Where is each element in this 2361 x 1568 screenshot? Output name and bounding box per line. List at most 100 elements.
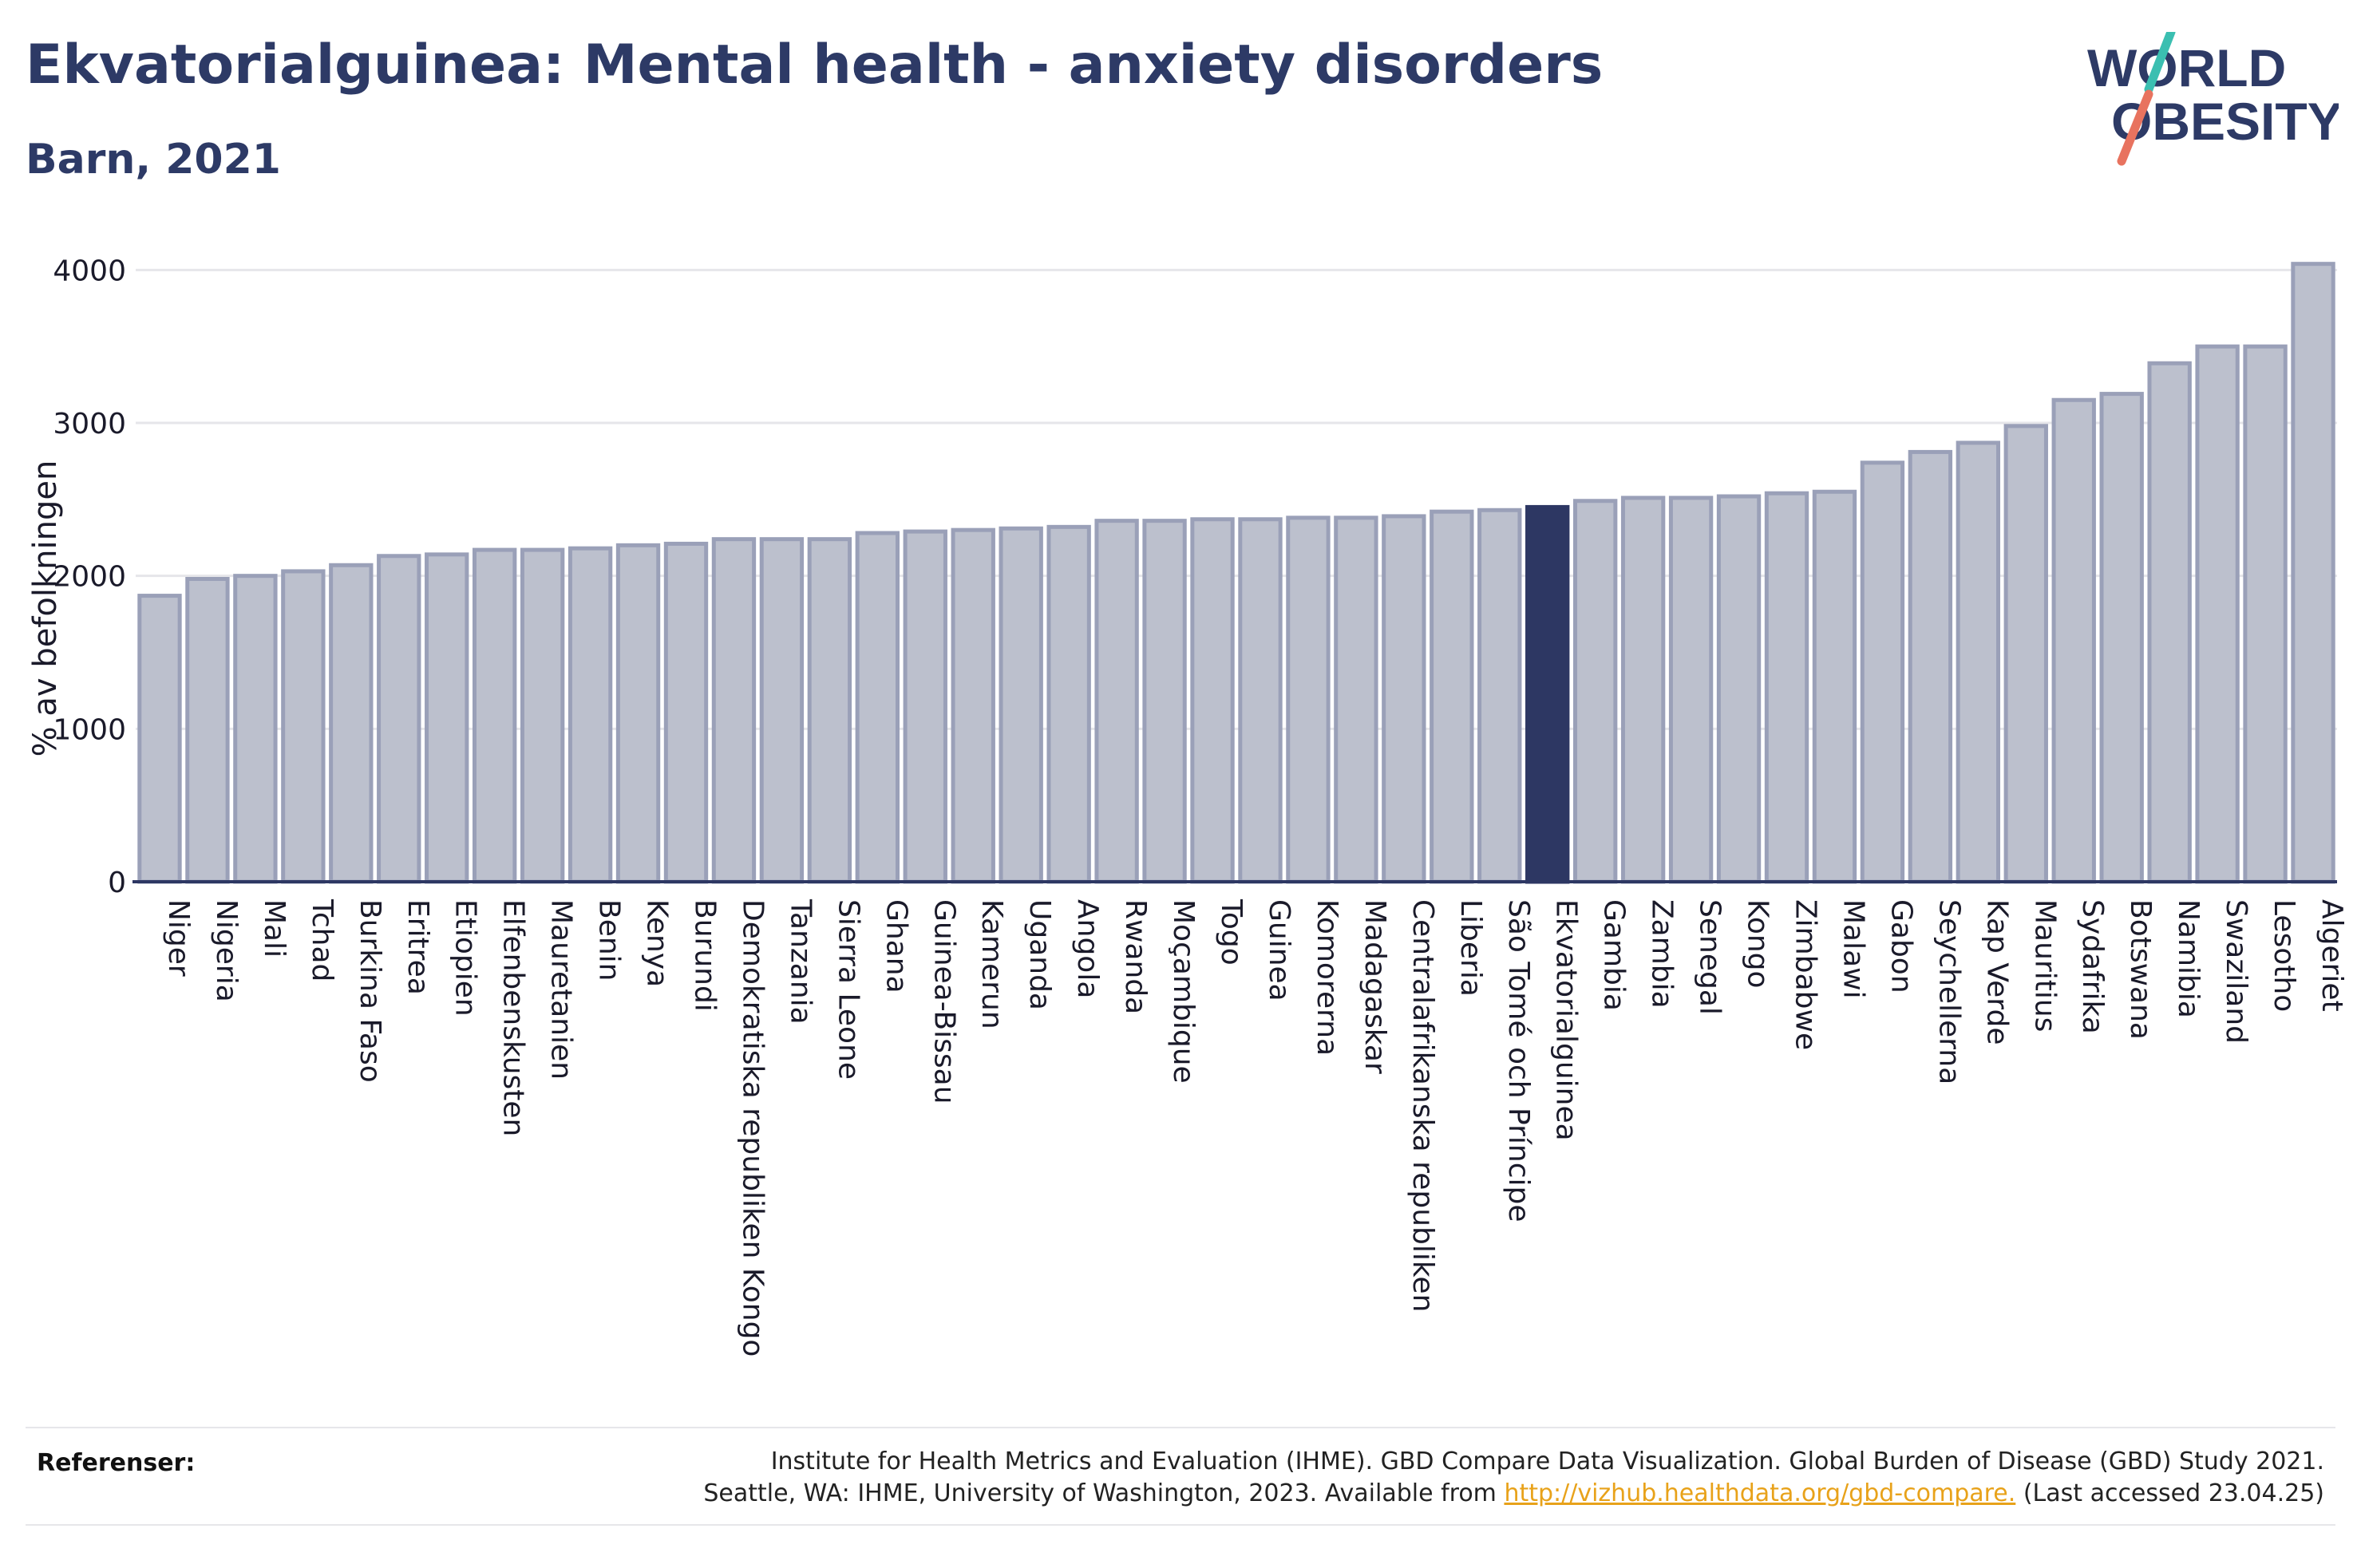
bar (951, 527, 995, 884)
x-tick-label: Senegal (1694, 899, 1726, 1015)
x-tick-label: Guinea (1263, 899, 1295, 1001)
bar (1094, 519, 1139, 884)
references-line-2: Seattle, WA: IHME, University of Washing… (703, 1478, 2324, 1510)
references-line-1: Institute for Health Metrics and Evaluat… (770, 1448, 2324, 1475)
bar (1716, 494, 1762, 884)
bar (1956, 440, 2001, 884)
bar (2291, 262, 2335, 884)
bar (1238, 517, 1283, 884)
bar (1334, 515, 1378, 884)
bar (615, 543, 661, 884)
x-tick-label: Elfenbenskusten (497, 899, 530, 1136)
x-tick-label: Mauritius (2028, 899, 2061, 1032)
y-tick-label: 0 (108, 867, 126, 899)
logo-slash-top (2144, 32, 2176, 94)
bar (1430, 509, 1474, 884)
x-tick-label: Zambia (1646, 899, 1679, 1009)
y-tick-label: 1000 (53, 713, 126, 746)
bar (185, 577, 230, 884)
x-tick-label: Lesotho (2268, 899, 2300, 1012)
bar (2147, 361, 2192, 884)
x-tick-label: Nigeria (210, 899, 243, 1002)
bar (2243, 344, 2288, 884)
bar-highlighted (1525, 504, 1570, 884)
bar (855, 531, 900, 884)
x-tick-label: Komorerna (1311, 899, 1343, 1056)
x-tick-label: Kenya (641, 899, 674, 987)
x-tick-label: Ekvatorialguinea (1550, 899, 1583, 1141)
logo-slash-bottom (2117, 89, 2153, 166)
x-tick-label: Tchad (306, 899, 338, 981)
y-tick-label: 4000 (53, 255, 126, 287)
bar (807, 537, 852, 884)
bar (425, 552, 469, 884)
bar (1286, 515, 1331, 884)
bar (137, 594, 182, 884)
bar (1572, 499, 1618, 884)
references-section: Referenser: Institute for Health Metrics… (26, 1427, 2335, 1526)
bar (2099, 392, 2144, 884)
bar (1142, 519, 1187, 884)
logo-text-world: WORLD (2087, 38, 2286, 97)
references-label: Referenser: (37, 1449, 196, 1477)
x-tick-label: São Tomé och Príncipe (1502, 899, 1535, 1222)
x-tick-label: Centralafrikanska republiken (1406, 899, 1439, 1312)
bar (233, 574, 278, 884)
x-tick-label: Moçambique (1167, 899, 1200, 1084)
bar (472, 547, 517, 884)
x-tick-label: Uganda (1023, 899, 1056, 1010)
bar (1477, 508, 1522, 884)
bar (377, 554, 421, 884)
x-tick-label: Tanzania (784, 899, 817, 1025)
page-title: Ekvatorialguinea: Mental health - anxiet… (26, 34, 1604, 97)
x-tick-label: Sydafrika (2076, 899, 2109, 1034)
bar (1812, 489, 1857, 884)
x-tick-label: Sierra Leone (832, 899, 864, 1080)
bar (1668, 496, 1714, 884)
bar (1908, 449, 1953, 884)
x-tick-label: Namibia (2172, 899, 2205, 1018)
x-tick-label: Kamerun (975, 899, 1008, 1029)
bar (2195, 344, 2240, 884)
bar (711, 537, 757, 884)
x-tick-label: Burundi (689, 899, 722, 1012)
x-tick-label: Mauretanien (545, 899, 578, 1080)
x-tick-label: Togo (1215, 899, 1248, 966)
bar (759, 537, 805, 884)
bar (1764, 491, 1809, 884)
bar (568, 546, 613, 884)
bar-chart: 0 1000 2000 3000 4000 % av befolkningen Niger N… (27, 255, 2348, 1357)
y-tick-label: 2000 (53, 561, 126, 594)
page-subtitle: Barn, 2021 (26, 136, 281, 184)
x-tick-label: Gabon (1884, 899, 1917, 993)
x-tick-label: Benin (593, 899, 626, 981)
bar (329, 563, 374, 884)
x-tick-label: Niger (162, 899, 195, 977)
x-tick-label: Ghana (880, 899, 912, 993)
references-link[interactable]: http://vizhub.healthdata.org/gbd-compare… (1504, 1479, 2016, 1507)
x-tick-label: Gambia (1598, 899, 1631, 1011)
bar (2051, 397, 2096, 884)
x-tick-label: Etiopien (449, 899, 482, 1017)
references-line-2-before: Seattle, WA: IHME, University of Washing… (703, 1479, 1505, 1507)
x-tick-label: Swaziland (2220, 899, 2252, 1044)
x-tick-label: Angola (1071, 899, 1104, 998)
bar (2003, 424, 2048, 884)
x-tick-label: Zimbabwe (1790, 899, 1822, 1050)
bar (1190, 517, 1235, 884)
bar (281, 569, 326, 884)
x-tick-label: Guinea-Bissau (927, 899, 960, 1104)
x-tick-label: Liberia (1454, 899, 1487, 997)
x-tick-label: Madagaskar (1358, 899, 1391, 1074)
x-tick-label: Malawi (1837, 899, 1869, 999)
bar (1860, 460, 1905, 884)
x-tick-label: Eritrea (401, 899, 434, 995)
bar (1620, 496, 1666, 884)
y-tick-label: 3000 (53, 408, 126, 440)
bar (663, 541, 709, 884)
bar (999, 526, 1043, 884)
y-axis-label: % av befolkningen (27, 460, 64, 757)
world-obesity-logo: WORLD OBESITY (2087, 32, 2339, 166)
bar (903, 529, 947, 884)
x-tick-label: Mali (258, 899, 291, 958)
